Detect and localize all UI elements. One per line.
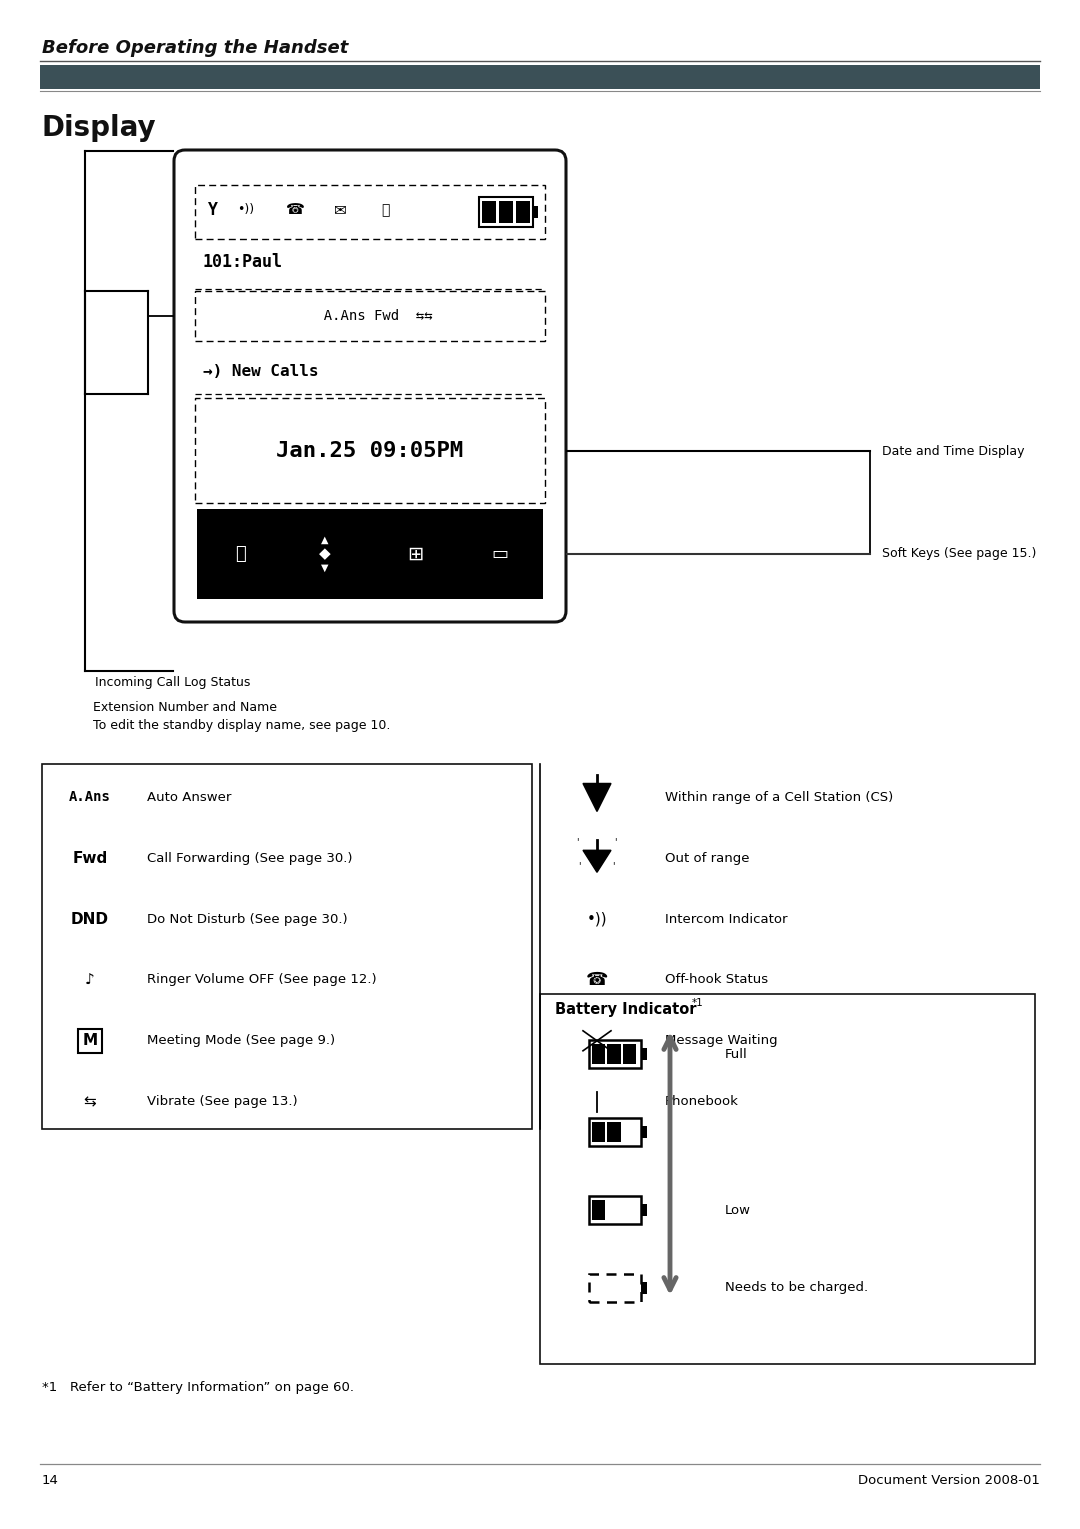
Text: •)): •)) [586,911,607,927]
Bar [607,1122,621,1142]
Text: Fwd: Fwd [72,850,108,865]
Bar [482,200,496,223]
Text: Before Operating the Handset: Before Operating the Handset [42,40,349,57]
Bar [583,1092,597,1112]
Text: Out of range: Out of range [665,852,750,865]
Text: Low: Low [725,1203,751,1217]
Bar [642,1125,647,1138]
Text: ▭: ▭ [491,544,509,563]
Bar [516,200,530,223]
Text: Message Waiting: Message Waiting [665,1034,778,1047]
Bar [589,1040,642,1067]
Bar [540,994,1035,1364]
Polygon shape [583,783,611,812]
Text: Auto Answer: Auto Answer [147,790,231,804]
Bar [195,398,545,503]
Text: 📖: 📖 [381,203,389,217]
Text: Incoming Call Log Status: Incoming Call Log Status [95,676,251,690]
Text: Extension Number and Name: Extension Number and Name [93,700,276,714]
Text: ⊞: ⊞ [407,544,423,564]
Text: ⇆: ⇆ [83,1095,96,1109]
Text: A.Ans Fwd  ⇆⇆: A.Ans Fwd ⇆⇆ [307,309,433,323]
Bar [499,200,513,223]
Text: *1: *1 [692,998,704,1008]
Text: Soft Keys (See page 15.): Soft Keys (See page 15.) [882,547,1037,561]
Text: Within range of a Cell Station (CS): Within range of a Cell Station (CS) [665,790,893,804]
Text: To edit the standby display name, see page 10.: To edit the standby display name, see pa… [93,719,390,732]
Text: Jan.25 09:05PM: Jan.25 09:05PM [276,440,463,462]
Text: *1   Refer to “Battery Information” on page 60.: *1 Refer to “Battery Information” on pag… [42,1381,354,1394]
Bar [607,1044,621,1064]
Text: Display: Display [42,115,157,142]
Text: Call Forwarding (See page 30.): Call Forwarding (See page 30.) [147,852,352,865]
Bar [623,1044,636,1064]
Text: ': ' [578,861,580,872]
Bar [592,1200,605,1220]
Bar [592,1044,605,1064]
Text: Date and Time Display: Date and Time Display [882,445,1025,457]
Text: Ringer Volume OFF (See page 12.): Ringer Volume OFF (See page 12.) [147,974,377,986]
Text: ▲: ▲ [321,535,328,544]
Text: ': ' [613,838,617,847]
Text: Full: Full [725,1047,747,1061]
Bar [42,764,532,1128]
Bar [534,206,538,219]
Text: DND: DND [71,911,109,927]
Bar [195,185,545,239]
Text: M: M [82,1034,97,1049]
Bar [589,1196,642,1225]
Bar [480,197,534,226]
Text: ✉: ✉ [334,202,347,217]
Text: ♪: ♪ [85,972,95,988]
Text: Meeting Mode (See page 9.): Meeting Mode (See page 9.) [147,1034,335,1047]
Text: Vibrate (See page 13.): Vibrate (See page 13.) [147,1095,298,1109]
Bar [583,1031,611,1050]
Bar [642,1047,647,1060]
Text: Do Not Disturb (See page 30.): Do Not Disturb (See page 30.) [147,913,348,925]
Text: A.Ans: A.Ans [69,790,111,804]
Text: ◆: ◆ [319,546,330,561]
Text: →) New Calls: →) New Calls [203,364,319,379]
Text: 14: 14 [42,1474,59,1488]
Text: Y: Y [208,200,218,219]
Text: ☎: ☎ [285,202,305,217]
Text: ☎: ☎ [585,971,608,989]
Text: ': ' [576,838,578,847]
Bar [642,1203,647,1216]
Bar [589,1274,642,1303]
Text: Needs to be charged.: Needs to be charged. [725,1281,868,1295]
Text: 101:Paul: 101:Paul [203,252,283,271]
Bar [589,1118,642,1147]
Text: Phonebook: Phonebook [665,1095,739,1109]
Text: 📖: 📖 [234,544,245,563]
Bar [40,66,1040,89]
Text: ▼: ▼ [321,563,328,573]
Text: Off-hook Status: Off-hook Status [665,974,768,986]
Bar [78,1029,102,1053]
Bar [642,1281,647,1294]
Text: ': ' [611,861,615,872]
Bar [592,1122,605,1142]
Text: •)): •)) [237,203,254,217]
Text: Intercom Indicator: Intercom Indicator [665,913,787,925]
Bar [597,1092,611,1112]
Text: Document Version 2008-01: Document Version 2008-01 [859,1474,1040,1488]
Polygon shape [583,850,611,872]
FancyBboxPatch shape [174,150,566,622]
Bar [197,509,543,599]
Bar [195,291,545,341]
Text: Battery Indicator: Battery Indicator [555,1001,697,1017]
